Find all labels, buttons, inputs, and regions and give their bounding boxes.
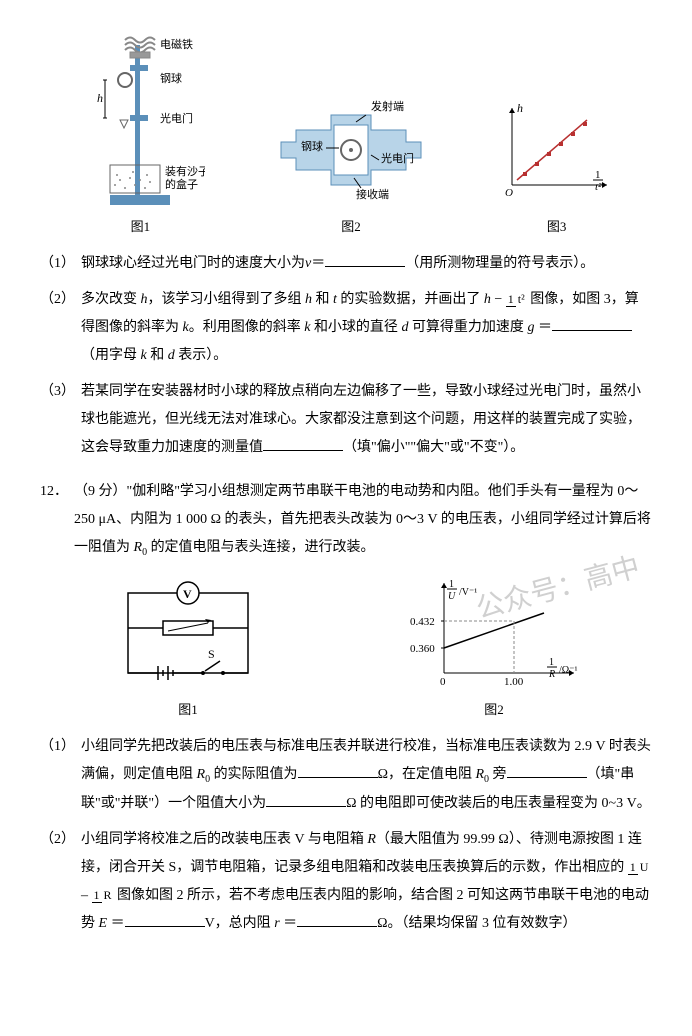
blank-r0 xyxy=(298,763,378,778)
blank-g xyxy=(552,316,632,331)
q12-1: （1） 小组同学先把改装后的电压表与标准电压表并联进行校准，当标准电压表读数为 … xyxy=(40,733,652,818)
blank-E xyxy=(125,912,205,927)
fig-graph2: 0.432 0.360 0 1.00 1U/V⁻¹ 1R/Ω⁻¹ 图2 xyxy=(404,573,584,723)
svg-text:h: h xyxy=(517,101,523,115)
svg-text:U: U xyxy=(448,591,456,602)
blank-conn xyxy=(507,763,587,778)
q12-2: （2） 小组同学将校准之后的改装电压表 V 与电阻箱 R（最大阻值为 99.99… xyxy=(40,826,652,938)
q11-3: （3） 若某同学在安装器材时小球的释放点稍向左边偏移了一些，导致小球经过光电门时… xyxy=(40,378,652,462)
svg-text:钢球: 钢球 xyxy=(160,71,182,85)
fig1-apparatus: h 电磁铁 钢球 光电门 装有沙子 的盒子 图1 xyxy=(75,30,205,240)
svg-text:电磁铁: 电磁铁 xyxy=(160,38,193,51)
svg-text:光电门: 光电门 xyxy=(381,151,414,165)
blank-v xyxy=(325,252,405,267)
fig3-graph: h O 1t² 图3 xyxy=(497,100,617,240)
svg-text:1: 1 xyxy=(595,169,601,181)
fig3-caption: 图3 xyxy=(547,219,567,234)
svg-text:h: h xyxy=(97,91,103,105)
svg-text:钢球: 钢球 xyxy=(301,139,323,153)
q11-1: （1） 钢球球心经过光电门时的速度大小为v＝（用所测物理量的符号表示）。 xyxy=(40,250,652,278)
q11-2: （2） 多次改变 h，该学习小组得到了多组 h 和 t 的实验数据，并画出了 h… xyxy=(40,286,652,370)
blank-bias xyxy=(263,436,343,451)
svg-text:R: R xyxy=(548,669,555,680)
svg-text:0: 0 xyxy=(440,676,446,688)
fig1-caption: 图1 xyxy=(131,219,151,234)
svg-text:S: S xyxy=(208,647,215,661)
blank-r xyxy=(297,912,377,927)
svg-text:的盒子: 的盒子 xyxy=(165,177,198,191)
svg-text:接收端: 接收端 xyxy=(356,187,389,201)
svg-text:0.360: 0.360 xyxy=(410,643,435,655)
svg-text:t²: t² xyxy=(595,181,602,193)
fig2-caption: 图2 xyxy=(341,219,361,234)
blank-rval xyxy=(266,792,346,807)
svg-text:O: O xyxy=(505,187,513,199)
svg-text:光电门: 光电门 xyxy=(160,111,193,125)
svg-text:V: V xyxy=(183,587,192,601)
svg-text:1.00: 1.00 xyxy=(504,676,524,688)
q12-head: 12． （9 分）"伽利略"学习小组想测定两节串联干电池的电动势和内阻。他们手头… xyxy=(40,478,652,563)
fig2-gate: 发射端 钢球 光电门 接收端 图2 xyxy=(276,90,426,240)
graph2-caption: 图2 xyxy=(484,702,504,717)
fig-circuit: V S 图1 xyxy=(108,573,268,723)
svg-text:0.432: 0.432 xyxy=(410,616,435,628)
svg-text:1: 1 xyxy=(549,657,554,668)
svg-text:/Ω⁻¹: /Ω⁻¹ xyxy=(559,665,578,676)
svg-text:发射端: 发射端 xyxy=(371,99,404,113)
circuit-caption: 图1 xyxy=(178,702,198,717)
svg-text:1: 1 xyxy=(449,579,454,590)
svg-text:/V⁻¹: /V⁻¹ xyxy=(459,587,477,598)
svg-text:装有沙子: 装有沙子 xyxy=(165,164,205,178)
